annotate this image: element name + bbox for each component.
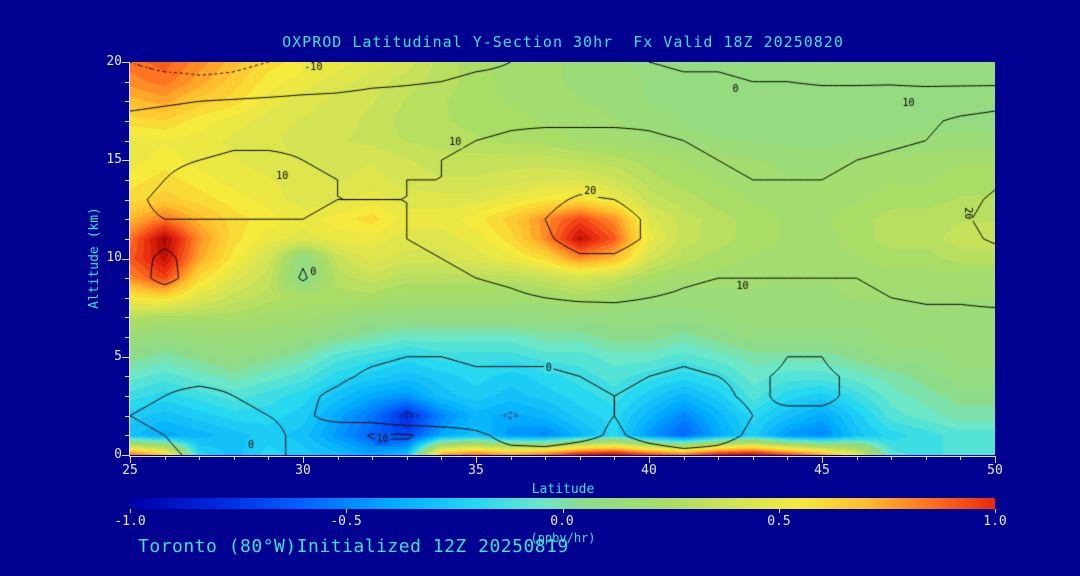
axis-tick	[753, 457, 754, 460]
y-axis-label: Altitude (km)	[87, 207, 102, 309]
axis-tick	[125, 298, 129, 299]
x-tick-label: 30	[295, 463, 311, 478]
footer-annotation: Toronto (80°W)Initialized 12Z 20250819	[138, 536, 569, 557]
y-tick-label: 15	[106, 152, 122, 167]
axis-tick	[779, 509, 780, 513]
x-tick-label: 35	[468, 463, 484, 478]
y-tick-label: 5	[114, 349, 122, 364]
axis-tick	[125, 435, 129, 436]
axis-tick	[684, 457, 685, 460]
axis-tick	[125, 82, 129, 83]
plot-title: OXPROD Latitudinal Y-Section 30hr Fx Val…	[282, 33, 844, 51]
axis-tick	[511, 457, 512, 460]
axis-tick	[125, 376, 129, 377]
axis-tick	[125, 317, 129, 318]
axis-tick	[563, 509, 564, 513]
axis-tick	[122, 259, 129, 260]
axis-tick	[441, 457, 442, 460]
y-tick-label: 10	[106, 250, 122, 265]
y-tick-label: 0	[114, 447, 122, 462]
colorbar-unit-label: (ppbv/hr)	[530, 531, 596, 545]
axis-tick	[125, 239, 129, 240]
x-tick-label: 25	[122, 463, 138, 478]
axis-tick	[130, 509, 131, 513]
axis-tick	[125, 200, 129, 201]
y-axis-line	[129, 62, 130, 457]
x-tick-label: 40	[641, 463, 657, 478]
colorbar-tick-label: 0.0	[550, 514, 574, 529]
axis-tick	[234, 457, 235, 460]
axis-tick	[545, 457, 546, 460]
axis-tick	[476, 457, 477, 463]
axis-tick	[580, 457, 581, 460]
axis-tick	[122, 357, 129, 358]
axis-tick	[125, 141, 129, 142]
axis-tick	[787, 457, 788, 460]
axis-tick	[995, 509, 996, 513]
axis-tick	[125, 396, 129, 397]
axis-tick	[891, 457, 892, 460]
axis-tick	[122, 455, 129, 456]
axis-tick	[857, 457, 858, 460]
colorbar-tick-label: 1.0	[983, 514, 1007, 529]
axis-tick	[338, 457, 339, 460]
y-tick-label: 20	[106, 54, 122, 69]
contour-fill-canvas	[130, 62, 995, 455]
axis-tick	[926, 457, 927, 460]
colorbar-tick-label: -1.0	[114, 514, 146, 529]
axis-tick	[125, 278, 129, 279]
axis-tick	[960, 457, 961, 460]
axis-tick	[649, 457, 650, 463]
axis-tick	[718, 457, 719, 460]
axis-tick	[372, 457, 373, 460]
axis-tick	[122, 160, 129, 161]
axis-tick	[165, 457, 166, 460]
x-tick-label: 50	[987, 463, 1003, 478]
axis-tick	[614, 457, 615, 460]
axis-tick	[125, 180, 129, 181]
axis-tick	[346, 509, 347, 513]
colorbar	[130, 498, 995, 509]
axis-tick	[130, 457, 131, 463]
axis-tick	[995, 457, 996, 463]
colorbar-tick-label: 0.5	[767, 514, 791, 529]
axis-tick	[268, 457, 269, 460]
axis-tick	[822, 457, 823, 463]
axis-tick	[122, 62, 129, 63]
axis-tick	[125, 416, 129, 417]
axis-tick	[125, 219, 129, 220]
axis-tick	[125, 121, 129, 122]
axis-tick	[199, 457, 200, 460]
axis-tick	[407, 457, 408, 460]
axis-tick	[125, 101, 129, 102]
x-axis-label: Latitude	[531, 482, 595, 497]
colorbar-tick-label: -0.5	[330, 514, 362, 529]
axis-tick	[303, 457, 304, 463]
x-axis-line	[129, 456, 996, 457]
axis-tick	[125, 337, 129, 338]
x-tick-label: 45	[814, 463, 830, 478]
